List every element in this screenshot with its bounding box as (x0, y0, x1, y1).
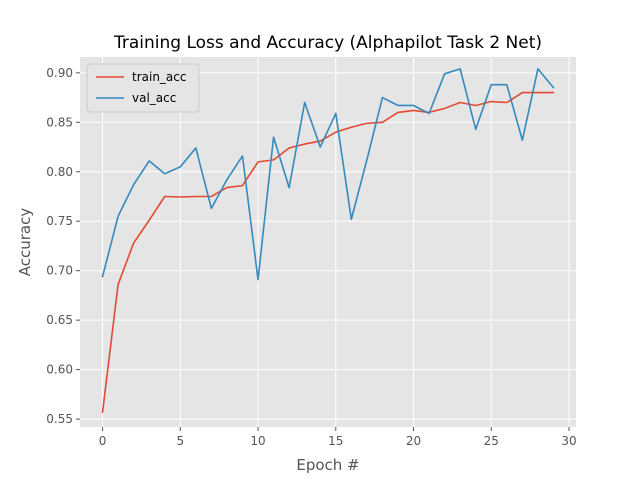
x-tick-label: 15 (328, 434, 343, 448)
y-tick-label: 0.75 (46, 214, 73, 228)
x-tick-label: 30 (561, 434, 576, 448)
grid-lines (80, 57, 576, 427)
x-tick-label: 0 (99, 434, 107, 448)
y-tick-label: 0.80 (46, 165, 73, 179)
legend-label-val-acc: val_acc (132, 91, 176, 105)
y-tick-label: 0.70 (46, 264, 73, 278)
x-axis-ticks: 0 5 10 15 20 25 30 (99, 427, 577, 448)
y-tick-label: 0.65 (46, 313, 73, 327)
plot-area (80, 57, 576, 427)
y-axis-ticks: 0.55 0.60 0.65 0.70 0.75 0.80 0.85 0.90 (46, 66, 80, 426)
y-tick-label: 0.55 (46, 412, 73, 426)
y-tick-label: 0.60 (46, 363, 73, 377)
legend-box (86, 63, 200, 113)
legend-label-train-acc: train_acc (132, 70, 186, 84)
y-tick-label: 0.85 (46, 115, 73, 129)
x-tick-label: 5 (176, 434, 184, 448)
x-tick-label: 10 (250, 434, 265, 448)
y-axis-label: Accuracy (16, 208, 34, 277)
x-tick-label: 25 (484, 434, 499, 448)
y-tick-label: 0.90 (46, 66, 73, 80)
chart-title: Training Loss and Accuracy (Alphapilot T… (113, 33, 542, 53)
series-layer (101, 68, 555, 413)
x-tick-label: 20 (406, 434, 421, 448)
legend: train_acc val_acc (86, 63, 200, 113)
series-line-val-acc (101, 68, 555, 281)
series-line-train-acc (101, 91, 555, 413)
x-axis-label: Epoch # (296, 456, 359, 474)
